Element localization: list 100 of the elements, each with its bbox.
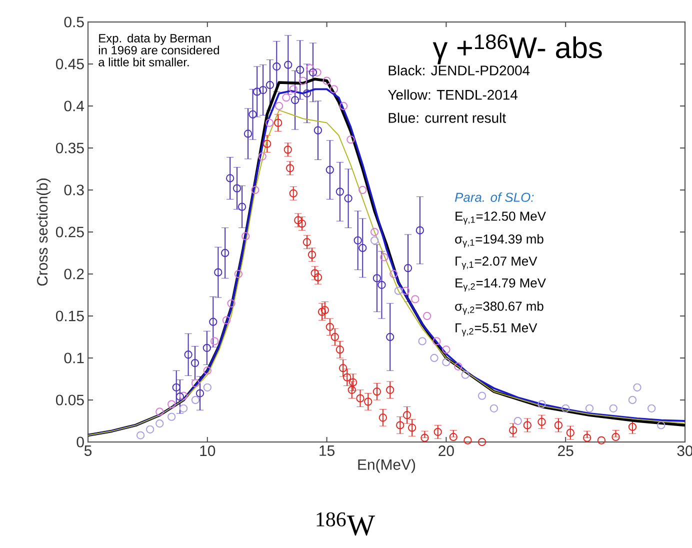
point [404,264,412,272]
point [320,306,329,314]
point [514,416,522,426]
point [220,248,230,258]
point [370,236,379,244]
point [203,366,212,375]
point [330,85,338,94]
point [612,432,620,442]
point [242,232,250,240]
point [336,188,344,196]
annotation: Yellow: TENDL-2014 [388,90,518,100]
point [647,404,656,412]
point [343,373,352,382]
point [196,389,204,398]
y-axis-title: Cross section(b) [36,178,51,286]
point [167,412,176,421]
point [222,316,231,324]
point [442,358,450,366]
point [234,270,243,278]
point [296,66,304,74]
point [336,346,344,354]
point [583,434,592,442]
point [378,280,386,290]
point [390,270,398,278]
point [190,358,200,368]
point [302,89,312,98]
point [227,299,236,308]
y-tick-label: 0.3 [64,184,84,196]
annotation: Γ$_{γ,2}$=5.51 MeV [456,323,538,336]
point [657,421,666,430]
point [176,392,184,401]
point [423,312,432,320]
chart-title: γ +$^{186}$W- abs [432,34,602,64]
y-tick-label: 0.5 [64,16,84,28]
point [265,118,274,127]
point [344,194,352,202]
y-tick-label: 0 [76,436,84,448]
point [430,354,438,362]
point [354,236,362,244]
point [258,86,268,94]
point [420,434,429,442]
point [464,436,472,444]
point [358,186,367,194]
point [308,68,318,76]
point [394,286,403,295]
annotation: σ$_{γ,2}$=380.67 mb [455,301,544,315]
point [214,268,222,276]
point [226,174,234,182]
point [274,102,284,110]
point [478,392,486,400]
point [172,383,180,392]
point [402,411,412,420]
point [416,226,424,234]
point [238,202,246,211]
x-tick-label: 15 [320,446,334,456]
point [306,64,314,72]
point [179,404,188,412]
point [286,164,294,172]
point [461,370,470,379]
point [251,186,260,194]
point [313,68,322,76]
point [380,253,388,262]
point [633,383,642,392]
y-tick-label: 0.4 [64,100,84,112]
point [282,94,290,102]
y-tick-label: 0.25 [56,226,84,238]
point [442,346,450,354]
x-tick-label: 5 [84,446,92,456]
annotation: Γ$_{γ,1}$=2.07 MeV [456,256,538,270]
x-tick-label: 10 [200,446,216,456]
point [272,62,281,71]
point [370,228,379,236]
point [508,426,518,434]
point [411,295,420,304]
point [562,404,570,412]
point [146,425,154,434]
x-tick-label: 20 [438,446,454,456]
y-tick-label: 0.1 [64,352,84,364]
point [538,418,546,426]
text: $^{186}$W [316,512,375,536]
point [378,414,388,422]
point [628,396,637,404]
point [258,152,266,160]
point [372,274,382,282]
point [330,332,340,342]
annotation: Black: JENDL-PD2004 [388,65,530,76]
point [585,404,594,412]
y-tick-label: 0.05 [56,394,84,406]
point [244,130,252,138]
y-tick-label: 0.35 [56,142,84,154]
point [356,394,364,402]
x-tick-label: 25 [558,446,574,456]
annotation: Exp. data by Berman in 1969 are considered a little bit smaller. [98,34,219,66]
annotation: σ$_{γ,1}$=194.39 mb [455,234,544,248]
point [432,337,441,346]
point [372,388,382,396]
annotation: E$_{γ,2}$=14.79 MeV [456,278,546,292]
point [597,436,606,444]
point [434,428,442,436]
point [203,383,212,392]
